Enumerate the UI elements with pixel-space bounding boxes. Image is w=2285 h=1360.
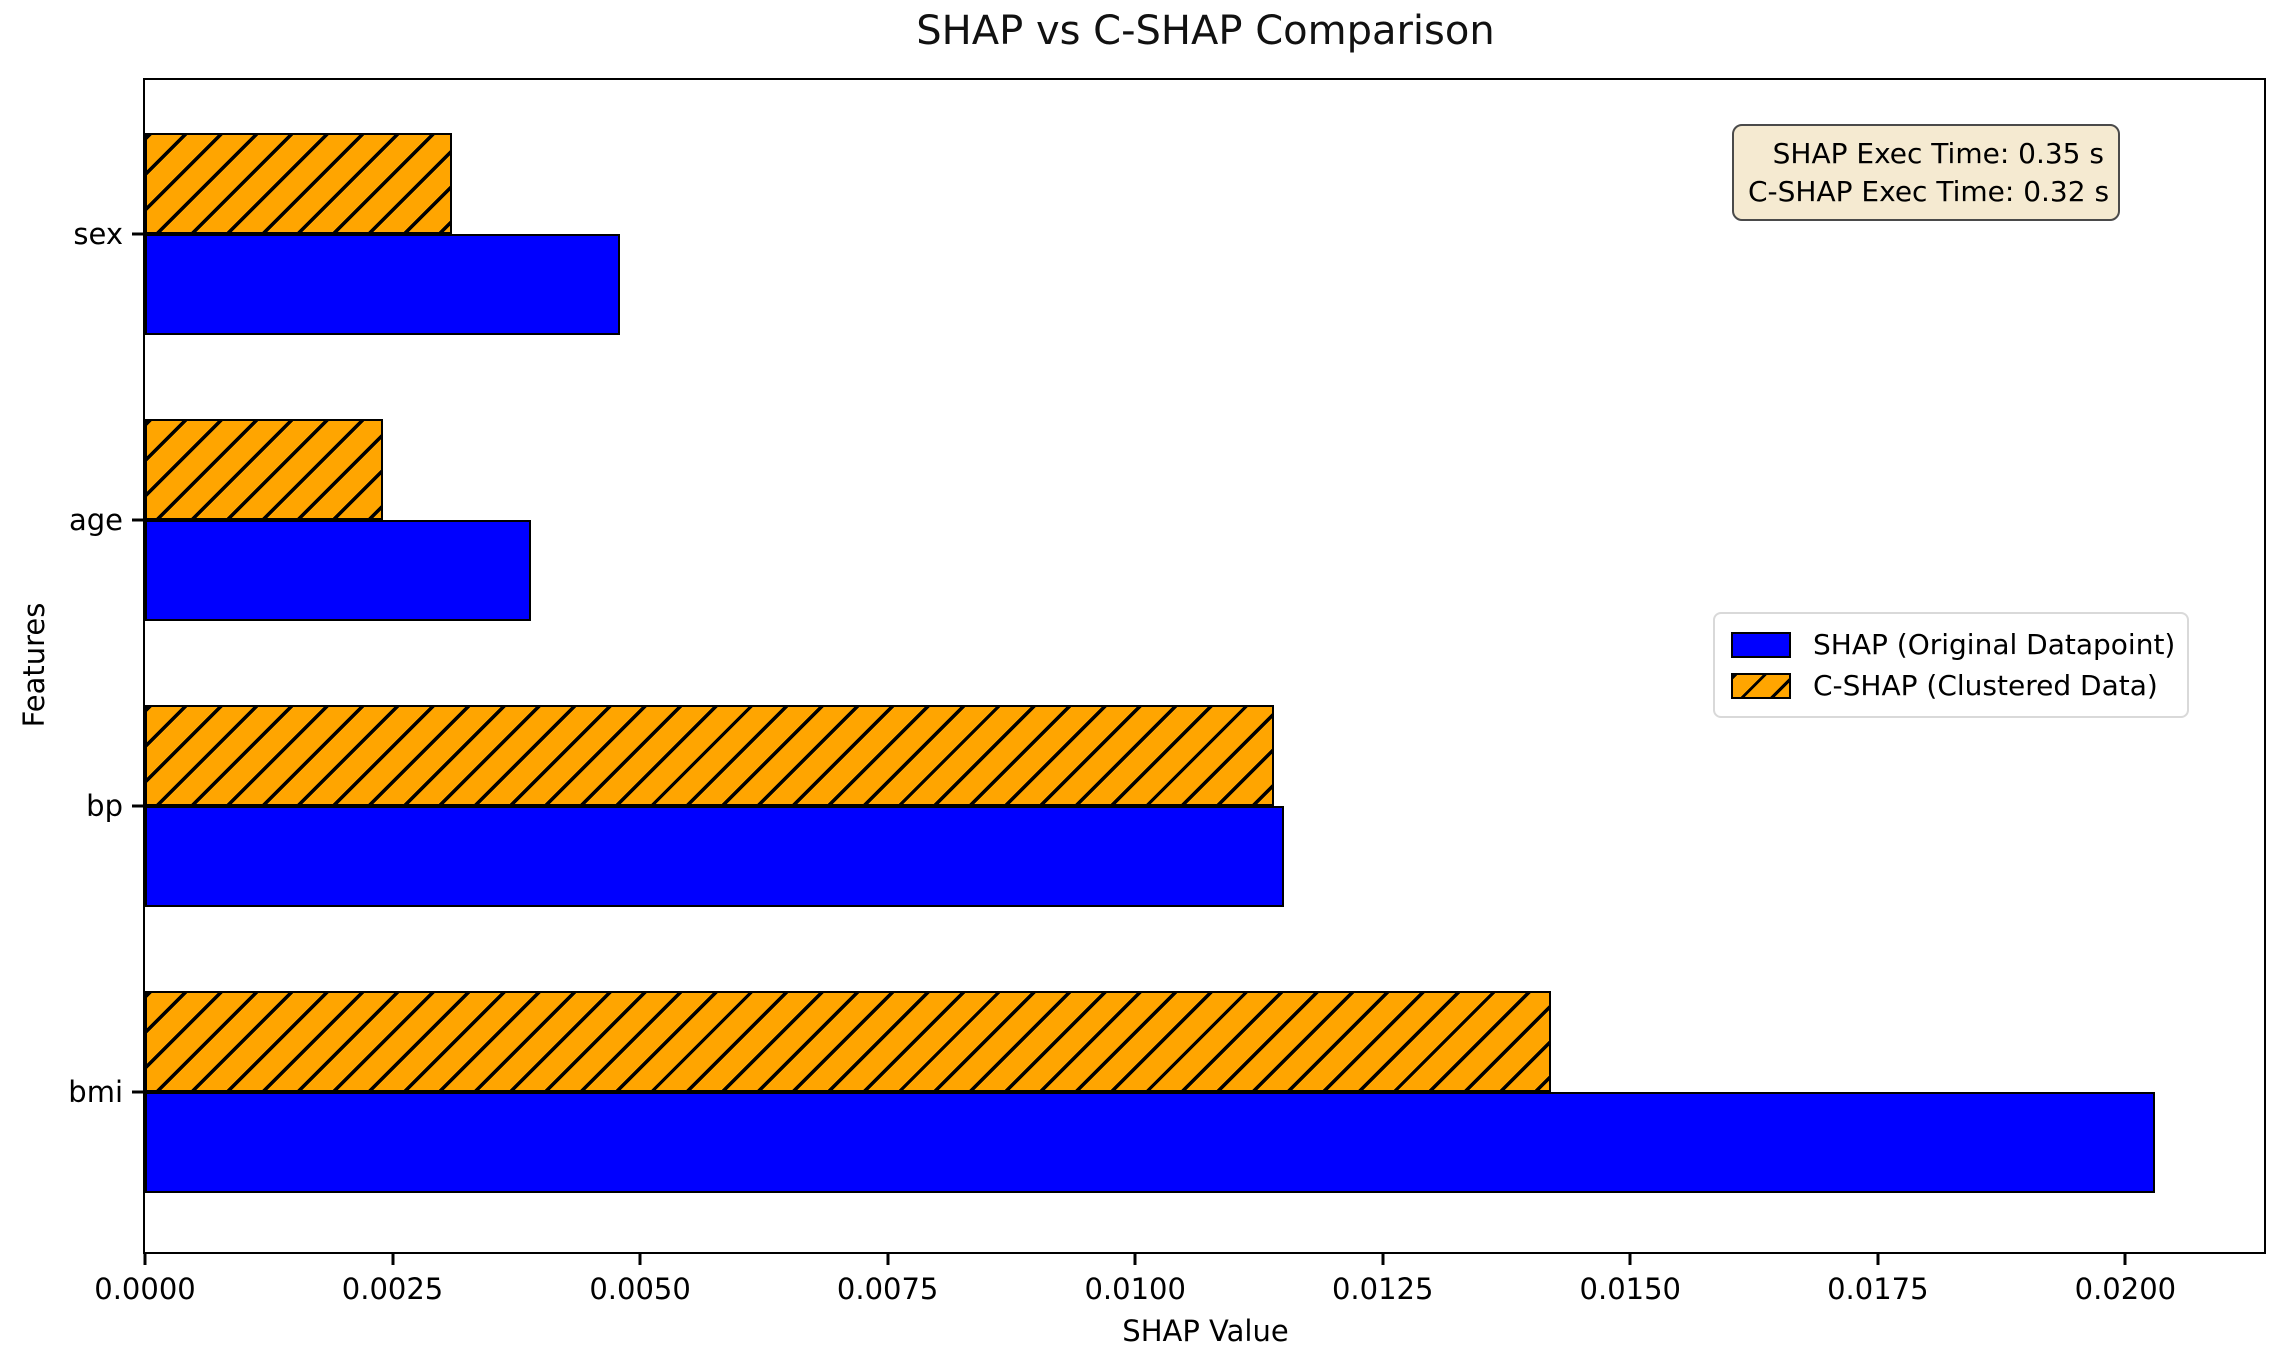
legend-label-shap: SHAP (Original Datapoint) bbox=[1813, 628, 2176, 661]
x-tick-label-0.0175: 0.0175 bbox=[1827, 1272, 1929, 1306]
x-tick-label-0.0100: 0.0100 bbox=[1084, 1272, 1186, 1306]
x-tick-label-0.0150: 0.0150 bbox=[1579, 1272, 1682, 1306]
bar-shap-bmi bbox=[145, 1092, 2156, 1193]
y-tick-label-sex: sex bbox=[73, 217, 123, 251]
legend-item-cshap: C-SHAP (Clustered Data) bbox=[1731, 669, 2171, 702]
x-tick-label-0.0050: 0.0050 bbox=[589, 1272, 691, 1306]
x-tick-0.0025 bbox=[391, 1252, 395, 1265]
y-tick-label-bp: bp bbox=[86, 789, 123, 823]
x-tick-label-0.0000: 0.0000 bbox=[94, 1272, 196, 1306]
y-tick-sex bbox=[132, 232, 145, 236]
x-tick-0.0200 bbox=[2123, 1252, 2127, 1265]
bar-shap-bp bbox=[145, 806, 1284, 907]
x-tick-0.0125 bbox=[1381, 1252, 1385, 1265]
bar-shap-sex bbox=[145, 234, 621, 335]
x-tick-0.0050 bbox=[638, 1252, 642, 1265]
bar-cshap-age bbox=[145, 419, 383, 520]
y-tick-label-bmi: bmi bbox=[68, 1075, 123, 1109]
x-tick-0.0000 bbox=[143, 1252, 147, 1265]
y-tick-bp bbox=[132, 804, 145, 808]
x-tick-label-0.0075: 0.0075 bbox=[836, 1272, 939, 1306]
x-tick-0.0100 bbox=[1133, 1252, 1137, 1265]
y-tick-age bbox=[132, 518, 145, 522]
bar-cshap-sex bbox=[145, 133, 452, 234]
bar-cshap-bmi bbox=[145, 991, 1552, 1092]
x-tick-0.0175 bbox=[1876, 1252, 1880, 1265]
exec-time-annotation: SHAP Exec Time: 0.35 s C-SHAP Exec Time:… bbox=[1732, 124, 2120, 222]
y-tick-bmi bbox=[132, 1090, 145, 1094]
x-tick-label-0.0025: 0.0025 bbox=[341, 1272, 444, 1306]
y-tick-label-age: age bbox=[68, 503, 123, 537]
exec-time-line-shap: SHAP Exec Time: 0.35 s bbox=[1772, 137, 2104, 170]
bar-cshap-bp bbox=[145, 705, 1274, 806]
legend: SHAP (Original Datapoint) C-SHAP (Cluste… bbox=[1713, 612, 2189, 718]
bar-shap-age bbox=[145, 520, 532, 621]
x-tick-label-0.0125: 0.0125 bbox=[1331, 1272, 1434, 1306]
x-tick-0.0075 bbox=[886, 1252, 890, 1265]
legend-item-shap: SHAP (Original Datapoint) bbox=[1731, 628, 2175, 661]
x-tick-0.0150 bbox=[1628, 1252, 1632, 1265]
y-axis-label: Features bbox=[17, 602, 51, 728]
legend-swatch-shap bbox=[1731, 631, 1791, 658]
x-axis-label: SHAP Value bbox=[1122, 1314, 1289, 1348]
chart-title: SHAP vs C-SHAP Comparison bbox=[916, 8, 1495, 54]
x-tick-label-0.0200: 0.0200 bbox=[2074, 1272, 2177, 1306]
legend-label-cshap: C-SHAP (Clustered Data) bbox=[1813, 669, 2158, 702]
exec-time-line-cshap: C-SHAP Exec Time: 0.32 s bbox=[1748, 174, 2110, 208]
legend-swatch-cshap bbox=[1731, 672, 1791, 699]
